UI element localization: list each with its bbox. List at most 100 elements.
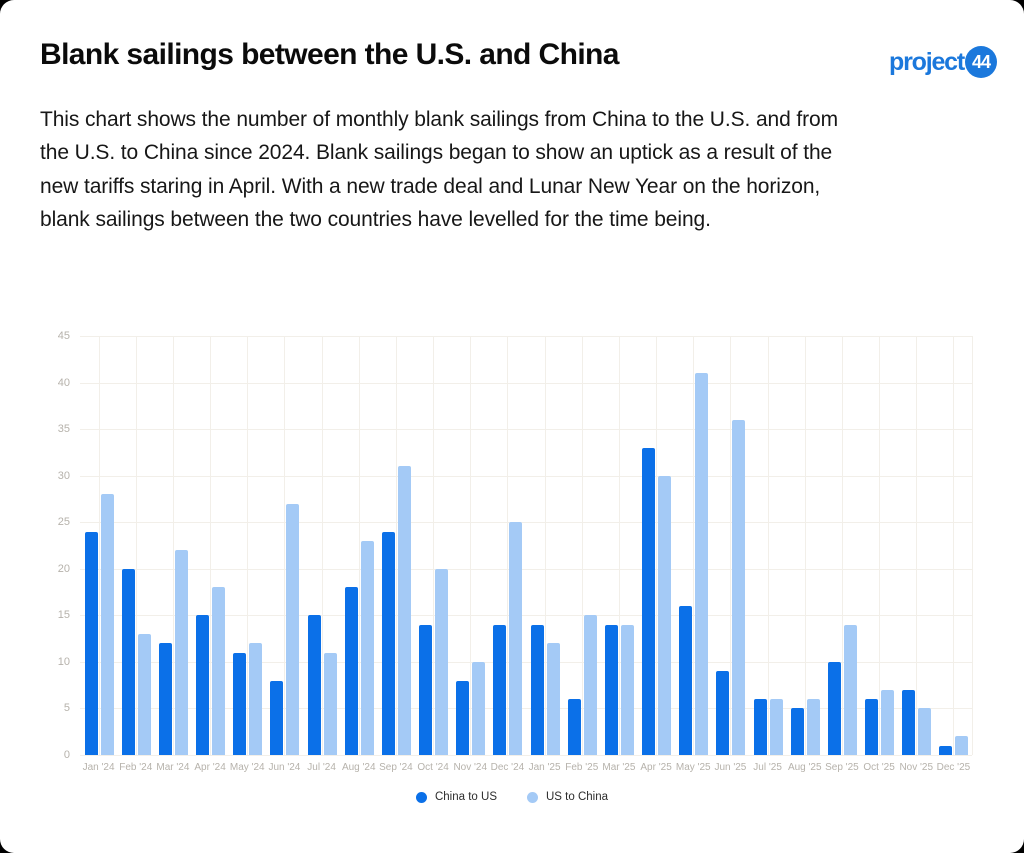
bar-china-to-us <box>827 661 841 755</box>
chart-legend: China to US US to China <box>0 791 1024 803</box>
x-tick-label: Nov '25 <box>899 762 934 773</box>
chart-description: This chart shows the number of monthly b… <box>40 108 839 232</box>
v-gridline <box>395 336 397 755</box>
x-tick-label: Jan '25 <box>528 762 561 773</box>
v-gridline <box>321 336 323 755</box>
bar-china-to-us <box>530 624 544 755</box>
v-gridline <box>581 336 583 755</box>
x-tick-label: Oct '24 <box>417 762 449 773</box>
legend-item-china-to-us: China to US <box>415 791 497 803</box>
v-gridline <box>507 336 509 755</box>
y-tick-label: 15 <box>57 609 70 622</box>
bar-us-to-china <box>658 475 672 755</box>
bar-china-to-us <box>419 624 433 755</box>
y-tick-label: 35 <box>57 423 70 436</box>
x-tick-label: Nov '24 <box>453 762 488 773</box>
h-gridline <box>80 755 972 756</box>
v-gridline <box>656 336 658 755</box>
x-tick-label: Jul '24 <box>307 762 336 773</box>
h-gridline <box>80 336 972 337</box>
v-gridline <box>693 336 695 755</box>
logo-badge-44: 44 <box>965 46 997 78</box>
bar-us-to-china <box>955 736 969 755</box>
v-gridline <box>135 336 137 755</box>
h-gridline <box>80 568 972 570</box>
bar-china-to-us <box>270 680 284 755</box>
logo-wordmark: project <box>889 47 965 76</box>
bar-us-to-china <box>137 633 151 755</box>
v-gridline <box>767 336 769 755</box>
x-tick-label: Aug '24 <box>341 762 376 773</box>
bar-china-to-us <box>604 624 618 755</box>
x-tick-label: Jan '24 <box>82 762 115 773</box>
bar-us-to-china <box>174 550 188 755</box>
v-gridline <box>841 336 843 755</box>
x-tick-label: Jun '24 <box>268 762 301 773</box>
x-tick-label: Oct '25 <box>863 762 895 773</box>
v-gridline <box>916 336 918 755</box>
bar-us-to-china <box>806 699 820 755</box>
bar-china-to-us <box>567 699 581 755</box>
x-tick-label: Jun '25 <box>714 762 747 773</box>
h-gridline <box>80 708 972 710</box>
bar-us-to-china <box>695 373 709 755</box>
y-tick-label: 0 <box>63 749 70 761</box>
page-title: Blank sailings between the U.S. and Chin… <box>40 38 619 71</box>
x-tick-label: Aug '25 <box>787 762 822 773</box>
bar-us-to-china <box>918 708 932 755</box>
bar-china-to-us <box>790 708 804 755</box>
legend-label: US to China <box>546 791 609 803</box>
bar-china-to-us <box>233 652 247 755</box>
x-tick-label: Jul '25 <box>753 762 782 773</box>
v-gridline <box>284 336 286 755</box>
legend-label: China to US <box>434 791 497 803</box>
x-tick-label: Dec '25 <box>936 762 971 773</box>
bar-us-to-china <box>881 689 895 755</box>
x-tick-label: Sep '24 <box>379 762 413 773</box>
bar-us-to-china <box>397 466 411 755</box>
y-tick-label: 10 <box>57 655 70 668</box>
bar-us-to-china <box>360 540 374 755</box>
y-tick-label: 40 <box>57 376 70 389</box>
h-gridline <box>80 661 972 663</box>
h-gridline <box>80 475 972 477</box>
project44-logo: project 44 <box>889 46 997 78</box>
bar-china-to-us <box>753 699 767 755</box>
bar-china-to-us <box>716 671 730 755</box>
h-gridline <box>80 522 972 524</box>
x-tick-label: Feb '25 <box>565 762 599 773</box>
bar-china-to-us <box>84 531 98 755</box>
bar-us-to-china <box>843 624 857 755</box>
x-tick-label: Mar '25 <box>602 762 636 773</box>
y-tick-label: 5 <box>63 702 70 715</box>
bar-us-to-china <box>620 624 634 755</box>
h-gridline <box>80 615 972 617</box>
v-gridline <box>879 336 881 755</box>
h-gridline <box>80 382 972 384</box>
bar-china-to-us <box>493 624 507 755</box>
v-gridline <box>210 336 212 755</box>
v-gridline <box>544 336 546 755</box>
v-gridline <box>730 336 732 755</box>
bar-us-to-china <box>583 615 597 755</box>
bar-us-to-china <box>323 652 337 755</box>
bar-us-to-china <box>249 643 263 755</box>
v-gridline <box>804 336 806 755</box>
y-tick-label: 45 <box>57 330 70 342</box>
x-tick-label: Apr '24 <box>194 762 226 773</box>
plot-area: 0 5 10 15 20 25 30 35 40 45 Jan '24 Feb '24 Mar '24 A… <box>58 330 973 773</box>
x-tick-label: Feb '24 <box>119 762 153 773</box>
x-tick-label: May '24 <box>229 762 265 773</box>
bar-china-to-us <box>381 531 395 755</box>
bar-us-to-china <box>472 661 486 755</box>
bar-us-to-china <box>509 522 523 755</box>
x-tick-label: Dec '24 <box>490 762 525 773</box>
bar-china-to-us <box>344 587 358 755</box>
bar-china-to-us <box>307 615 321 755</box>
v-gridline <box>953 336 955 755</box>
legend-item-us-to-china: US to China <box>527 791 608 803</box>
bar-china-to-us <box>902 689 916 755</box>
bar-us-to-china <box>732 419 746 755</box>
bar-us-to-china <box>100 494 114 755</box>
